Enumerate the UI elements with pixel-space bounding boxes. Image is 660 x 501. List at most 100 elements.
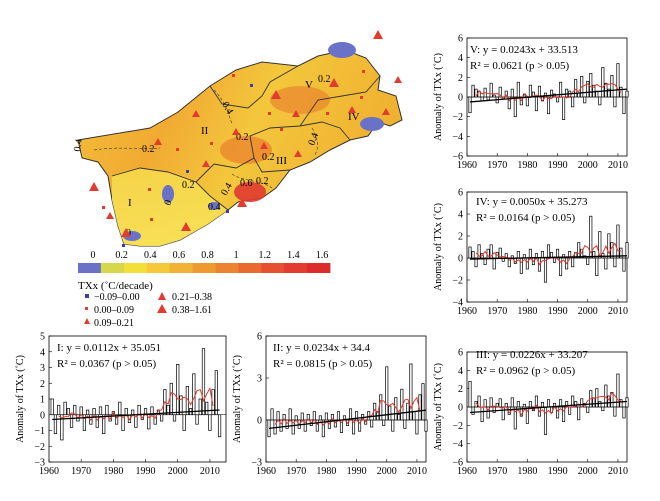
colorbar-cell: [238, 263, 262, 273]
station-marker-large: [89, 182, 99, 191]
contour-line: [231, 173, 273, 189]
data-bar: [114, 414, 119, 425]
data-bar: [622, 406, 626, 419]
trend-line: [268, 409, 427, 430]
data-bar: [516, 401, 520, 408]
y-tick-label: −4: [452, 298, 463, 309]
data-bar: [474, 88, 478, 98]
x-tick-label: 2000: [578, 466, 598, 477]
data-bar: [546, 399, 551, 408]
colorbar-cells: [78, 263, 331, 273]
data-bar: [525, 257, 529, 270]
y-axis-label: Anomaly of TXx (˚C): [433, 53, 444, 141]
legend-symbol-small-triangle: [84, 318, 90, 324]
colorbar-tick-label: 1: [234, 250, 239, 261]
moving-average-line: [475, 242, 621, 266]
y-axis-label: Anomaly of TXx (˚C): [232, 355, 243, 443]
data-bar: [613, 96, 617, 108]
data-bar: [92, 408, 96, 416]
data-bar: [574, 401, 578, 408]
data-bar: [306, 414, 310, 421]
station-marker-small: [362, 70, 365, 73]
legend-label: 0.38–1.61: [172, 305, 212, 316]
contour-label: 0.2: [318, 74, 331, 85]
contour-label: 0.2: [262, 152, 275, 163]
data-bar: [540, 402, 544, 408]
station-marker-large: [271, 90, 281, 99]
data-bar: [577, 406, 581, 421]
station-marker: [382, 108, 390, 115]
data-bar: [370, 419, 374, 428]
data-bar: [483, 399, 487, 408]
data-bar: [559, 399, 563, 408]
y-tick-label: 4: [458, 366, 463, 377]
y-tick-label: 6: [458, 34, 463, 45]
x-tick-label: 1960: [39, 466, 59, 477]
x-tick-label: 1960: [256, 466, 276, 477]
contour-label: 0.4: [219, 181, 235, 197]
station-marker: [154, 138, 162, 145]
station-marker-large: [181, 222, 191, 231]
data-bar: [397, 414, 401, 421]
data-bar: [601, 406, 605, 412]
data-bar: [421, 383, 425, 421]
legend-label: 0.09–0.21: [94, 318, 134, 329]
data-bar: [198, 398, 202, 416]
y-axis-label: Anomaly of TXx (˚C): [15, 355, 26, 443]
x-tick-label: 2000: [578, 306, 598, 317]
data-bar: [610, 75, 614, 98]
colorbar-cell: [123, 263, 148, 273]
regression-equation: I: y = 0.0112x + 35.051: [57, 342, 161, 354]
y-tick-label: 2: [458, 73, 463, 84]
data-bar: [556, 248, 560, 259]
station-marker-small: [326, 112, 329, 115]
y-tick-label: 1: [40, 395, 45, 406]
data-bar: [622, 257, 626, 272]
station-marker-negative: [250, 84, 253, 87]
station-marker: [202, 160, 210, 167]
data-bar: [179, 395, 183, 416]
colorbar-tick-label: 0.8: [201, 250, 214, 261]
moving-average-line: [475, 83, 622, 102]
colorbar-tick-label: 0.4: [144, 250, 157, 261]
data-bar: [604, 257, 608, 270]
data-bar: [534, 395, 538, 408]
station-marker: [232, 128, 240, 135]
data-bar: [50, 398, 54, 416]
data-bar: [546, 244, 551, 259]
data-bar: [412, 411, 416, 421]
y-tick-label: 0: [458, 403, 463, 414]
data-bar: [391, 419, 395, 432]
trend-line: [469, 88, 628, 103]
station-marker: [260, 142, 268, 149]
data-bar: [468, 96, 472, 114]
contour-label: 0.2: [182, 180, 195, 191]
data-bar: [622, 96, 626, 115]
station-marker-small: [210, 142, 213, 145]
station-marker: [106, 212, 114, 219]
data-bar: [118, 401, 122, 416]
data-bar: [205, 401, 209, 416]
region-boundary: [111, 167, 229, 211]
data-bar: [214, 370, 218, 416]
study-area-map: I II III IV V 0.4 0.2 0.4 0.2 0.2 0.4 0.…: [72, 30, 403, 247]
symbol-legend: −0.09–0.00 0.00–0.09 0.09–0.21 0.21–0.38…: [84, 292, 212, 329]
x-tick-label: 1970: [487, 466, 507, 477]
data-bar: [385, 366, 389, 421]
x-tick-label: 1980: [517, 306, 537, 317]
station-marker: [394, 76, 402, 83]
data-bar: [616, 373, 620, 408]
x-tick-label: 2010: [200, 466, 220, 477]
data-bar: [182, 414, 186, 431]
data-bar: [562, 96, 566, 120]
data-bar: [489, 82, 493, 98]
regression-equation: V: y = 0.0243x + 33.513: [470, 44, 578, 56]
x-tick-label: 1960: [457, 306, 477, 317]
station-marker-negative: [122, 244, 125, 247]
colorbar-tick-label: 0.6: [173, 250, 186, 261]
data-bar: [492, 406, 496, 413]
station-marker-negative: [226, 210, 229, 213]
data-bar: [379, 394, 383, 421]
